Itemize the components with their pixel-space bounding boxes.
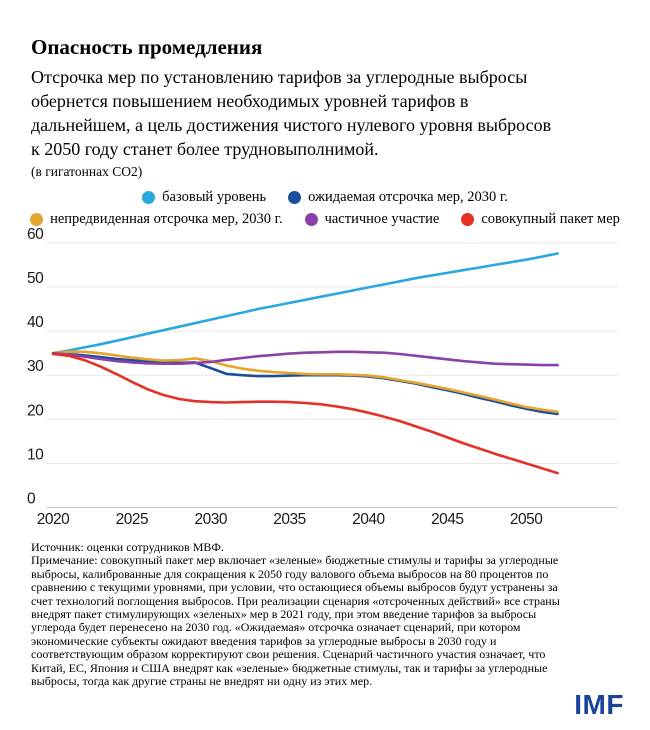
legend-item-comprehensive_package: совокупный пакет мер [461, 211, 620, 228]
legend-item-label: частичное участие [324, 210, 440, 227]
legend-item-unexpected_delay_2030: непредвиденная отсрочка мер, 2030 г. [30, 210, 283, 228]
chart-subtitle: Отсрочка мер по установлению тарифов за … [31, 67, 552, 160]
x-tick-label: 2045 [431, 511, 463, 528]
legend-dot-icon [142, 190, 156, 204]
legend-item-label: базовый уровень [162, 188, 267, 205]
y-tick-label: 30 [27, 358, 44, 375]
imf-logo: IMF [574, 689, 624, 720]
y-tick-label: 0 [27, 491, 36, 508]
legend-dot-icon [304, 212, 318, 226]
x-tick-label: 2025 [116, 511, 148, 528]
emissions-chart: 0 10 20 30 40 50 60 2020 2025 2030 2035 2040 2045 205… [0, 226, 650, 530]
legend-item-label: непредвиденная отсрочка мер, 2030 г. [50, 210, 283, 227]
series-line-comprehensive_package [51, 352, 559, 475]
chart-legend: базовый уровень ожидаемая отсрочка мер, 2… [0, 186, 650, 230]
x-tick-label: 2020 [37, 511, 70, 528]
legend-row: непредвиденная отсрочка мер, 2030 г. част… [0, 208, 650, 230]
legend-item-baseline: базовый уровень [142, 189, 266, 206]
legend-dot-icon [30, 212, 44, 226]
chart-footer: Источник: оценки сотрудников МВФ. Примеч… [31, 540, 631, 689]
legend-item-expected_delay_2030: ожидаемая отсрочка мер, 2030 г. [288, 189, 508, 206]
legend-item-partial_participation: частичное участие [304, 210, 440, 228]
x-tick-label: 2030 [194, 511, 227, 528]
y-tick-label: 10 [27, 446, 44, 463]
legend-dot-icon [288, 190, 302, 204]
page-title: Опасность промедления [31, 35, 263, 59]
units-label: (в гигатоннах CO2) [31, 164, 143, 180]
x-tick-label: 2035 [273, 511, 305, 528]
y-tick-label: 50 [27, 270, 44, 287]
x-tick-label: 2040 [352, 511, 385, 528]
y-tick-label: 20 [27, 402, 44, 419]
y-tick-label: 60 [27, 226, 44, 243]
source-text: Источник: оценки сотрудников МВФ. [31, 540, 224, 554]
chart-header: Опасность промедления Отсрочка мер по ус… [31, 35, 625, 180]
note-text: Примечание: совокупный пакет мер включае… [31, 553, 560, 689]
legend-item-label: ожидаемая отсрочка мер, 2030 г. [308, 188, 508, 205]
legend-item-label: совокупный пакет мер [481, 210, 620, 227]
series-line-partial_participation [51, 350, 559, 367]
x-tick-label: 2050 [510, 511, 543, 528]
series-line-unexpected_delay_2030 [51, 350, 559, 414]
legend-row: базовый уровень ожидаемая отсрочка мер, 2… [0, 186, 650, 208]
legend-dot-icon [461, 212, 475, 226]
y-tick-label: 40 [27, 314, 44, 331]
series-line-baseline [51, 252, 559, 355]
